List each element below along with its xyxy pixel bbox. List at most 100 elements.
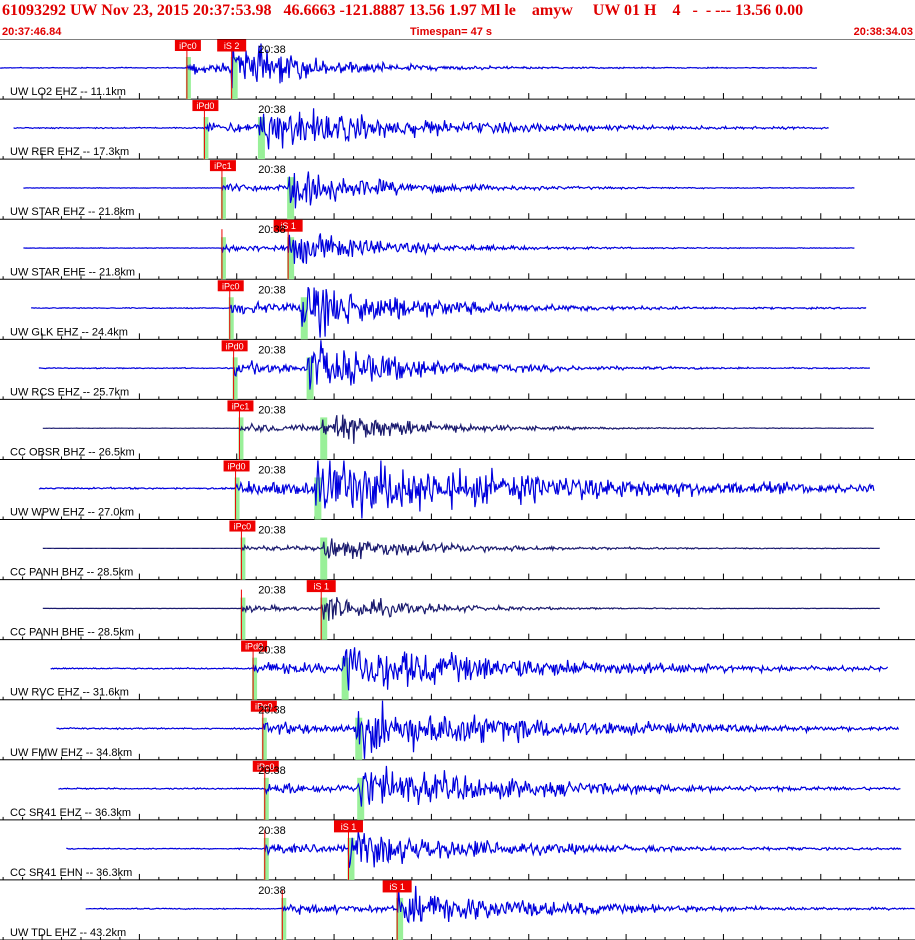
channel-label: UW RVC EHZ -- 31.6km [10,687,129,699]
waveform-trace[interactable] [85,885,915,924]
s-pick-window [287,237,295,280]
channel-row[interactable]: iS 1 20:38 UW TDL EHZ -- 43.2km [0,880,915,940]
s-pick-window [230,57,238,100]
p-pick-box[interactable] [229,520,256,532]
s-pick-window [314,477,322,520]
waveform-trace[interactable] [13,108,829,150]
channel-label: UW WPW EHZ -- 27.0km [10,507,134,519]
p-pick-box[interactable] [223,460,250,472]
p-pick-window [185,57,191,100]
channel-row[interactable]: iPc0 20:38 UW GLK EHZ -- 24.4km [0,280,915,340]
channel-label: UW TDL EHZ -- 43.2km [10,927,126,939]
p-pick-window [234,477,240,520]
s-pick-box[interactable] [273,219,303,232]
p-pick-label: iPd0 [245,642,263,652]
channel-row[interactable]: iPc1 20:38 CC OBSR BHZ -- 26.5km [0,400,915,460]
s-pick-window [341,657,349,700]
event-title: 61093292 UW Nov 23, 2015 20:37:53.98 46.… [2,2,804,19]
p-pick-window [240,537,246,580]
waveform-trace[interactable] [38,340,870,390]
channel-row[interactable]: iPd0 20:38 UW RCS EHZ -- 25.7km [0,340,915,400]
p-pick-window [240,597,246,640]
s-pick-label: iS 1 [313,582,329,592]
p-pick-box[interactable] [217,280,244,292]
p-pick-window [238,417,244,460]
p-pick-box[interactable] [209,160,236,172]
minute-label: 20:38 [258,585,286,597]
minute-label: 20:38 [258,885,286,897]
p-pick-box[interactable] [221,340,248,352]
p-pick-label: iPc1 [214,161,232,171]
p-pick-box[interactable] [252,760,279,772]
start-time-label: 20:37:46.84 [2,26,62,38]
end-time-label: 20:38:34.03 [853,26,913,38]
s-pick-box[interactable] [306,580,336,593]
channel-row[interactable]: iPc1 20:38 UW STAR EHZ -- 21.8km [0,160,915,220]
p-pick-window [220,237,226,280]
event-header: 61093292 UW Nov 23, 2015 20:37:53.98 46.… [0,0,915,40]
p-pick-box[interactable] [250,700,277,712]
minute-label: 20:38 [258,104,286,116]
p-pick-label: iPd0 [228,461,246,471]
p-pick-window [228,297,234,340]
waveform-trace[interactable] [42,597,880,621]
channel-label: CC OBSR BHZ -- 26.5km [10,446,135,458]
channel-row[interactable]: iPd0 20:38 UW WPW EHZ -- 27.0km [0,460,915,521]
s-pick-label: iS 1 [280,221,296,231]
p-pick-label: iPc0 [255,702,273,712]
p-pick-label: iPc0 [234,522,252,532]
s-pick-box[interactable] [333,820,363,833]
s-pick-window [320,537,328,580]
minute-label: 20:38 [258,765,286,777]
minute-label: 20:38 [258,464,286,476]
p-pick-box[interactable] [192,100,219,112]
waveform-trace[interactable] [42,538,880,560]
waveform-trace[interactable] [23,233,855,264]
p-pick-box[interactable] [227,400,254,412]
p-pick-box[interactable] [174,40,201,51]
minute-label: 20:38 [258,645,286,657]
minute-label: 20:38 [258,705,286,717]
waveform-trace[interactable] [38,460,875,519]
waveform-trace[interactable] [66,831,902,868]
s-pick-box[interactable] [217,39,247,52]
channel-label: CC PANH BHZ -- 28.5km [10,567,133,579]
waveform-trace[interactable] [42,414,874,444]
channel-label: CC SR41 EHZ -- 36.3km [10,807,131,819]
channel-row[interactable]: iPd0 20:38 UW RER EHZ -- 17.3km [0,100,915,160]
waveform-trace[interactable] [58,765,901,807]
s-pick-window [320,417,328,460]
waveform-trace[interactable] [56,700,900,759]
channel-label: UW GLK EHZ -- 24.4km [10,326,128,338]
minute-label: 20:38 [258,164,286,176]
p-pick-window [220,177,226,220]
waveform-trace[interactable] [31,286,867,338]
minute-label: 20:38 [258,224,286,236]
p-pick-label: iPd0 [196,101,214,111]
s-pick-box[interactable] [382,880,412,893]
channel-row[interactable]: iS 1 20:38 CC SR41 EHN -- 36.3km [0,820,915,881]
channel-row[interactable]: iS 120:38 UW STAR EHE -- 21.8km [0,219,915,280]
timespan-label: Timespan= 47 s [410,26,493,38]
p-pick-window [252,657,258,700]
p-pick-label: iPc0 [222,281,240,291]
waveform-trace[interactable] [0,43,818,89]
minute-label: 20:38 [258,284,286,296]
s-pick-window [257,117,265,160]
waveform-trace[interactable] [50,647,889,691]
s-pick-label: iS 2 [224,41,240,51]
waveform-trace[interactable] [23,171,855,209]
channel-row[interactable]: iS 1 20:38 CC PANH BHE -- 28.5km [0,580,915,641]
s-pick-window [396,897,404,940]
p-pick-box[interactable] [241,640,268,652]
p-pick-label: iPd0 [226,341,244,351]
channel-row[interactable]: iPc0 20:38 CC PANH BHZ -- 28.5km [0,520,915,581]
p-pick-window [281,897,287,940]
channel-label: UW STAR EHZ -- 21.8km [10,206,134,218]
minute-label: 20:38 [258,344,286,356]
channel-row[interactable]: iPc0 iS 2 20:38 UW LO2 EHZ -- 11.1km [0,39,915,100]
